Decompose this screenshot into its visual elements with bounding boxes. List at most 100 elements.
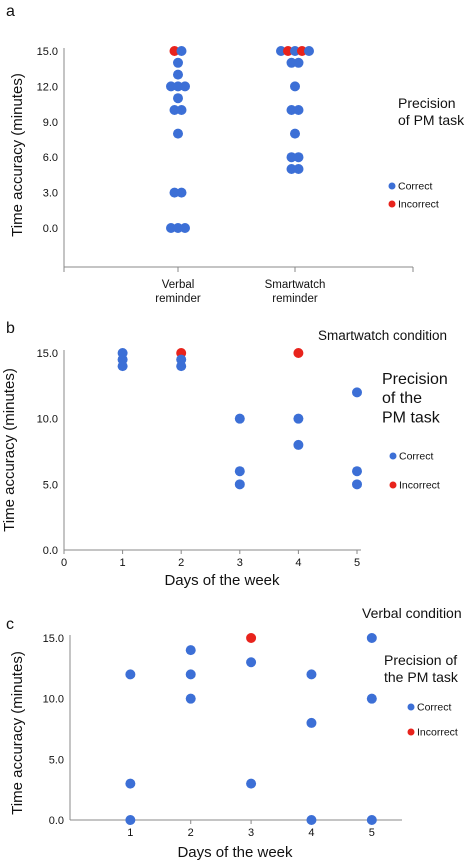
data-point xyxy=(234,413,245,424)
data-point xyxy=(166,223,176,233)
x-axis-label: Days of the week xyxy=(177,844,293,861)
data-point xyxy=(293,164,304,174)
x-tick-label: 3 xyxy=(237,557,243,569)
data-point xyxy=(297,46,307,56)
x-tick-label: 4 xyxy=(295,557,301,569)
legend-marker xyxy=(389,481,397,489)
data-point xyxy=(290,128,300,139)
data-point xyxy=(173,57,183,68)
y-axis-label: Time accuracy (minutes) xyxy=(9,651,26,815)
data-point xyxy=(125,778,136,789)
y-tick-label: 15.0 xyxy=(43,633,64,645)
data-point xyxy=(176,187,187,198)
data-point xyxy=(176,105,187,115)
data-point xyxy=(185,693,196,704)
data-point xyxy=(276,46,286,56)
y-tick-label: 0.0 xyxy=(49,815,64,827)
data-point xyxy=(173,128,183,139)
y-tick-label: 0.0 xyxy=(43,223,58,235)
legend-marker xyxy=(388,200,396,208)
data-point xyxy=(293,413,304,424)
legend-marker xyxy=(389,452,397,460)
y-tick-label: 0.0 xyxy=(43,545,58,557)
data-point xyxy=(366,633,377,643)
data-point xyxy=(169,187,180,198)
data-point xyxy=(246,657,257,668)
legend-label: Incorrect xyxy=(399,480,440,492)
y-tick-label: 15.0 xyxy=(37,348,58,360)
data-point xyxy=(173,223,183,233)
x-tick-label: 5 xyxy=(354,557,360,569)
legend-title: Precision of the PM task xyxy=(384,652,459,685)
x-tick-label: 2 xyxy=(178,557,184,569)
data-point xyxy=(286,164,297,174)
data-point xyxy=(173,93,183,104)
data-point xyxy=(169,105,180,115)
data-point xyxy=(246,778,257,789)
legend-title: Precision of PM task xyxy=(398,95,465,128)
y-axis-label: Time accuracy (minutes) xyxy=(1,368,18,532)
data-point xyxy=(290,46,300,56)
data-point xyxy=(366,815,377,825)
legend-label: Correct xyxy=(398,181,433,193)
data-point xyxy=(234,466,245,477)
x-tick-label: 0 xyxy=(61,557,67,569)
legend-title: Precision of the PM task xyxy=(382,371,448,426)
data-point xyxy=(286,105,297,115)
x-tick-label: 1 xyxy=(120,557,126,569)
panel-label: c xyxy=(6,616,14,633)
data-point xyxy=(173,69,183,80)
data-point xyxy=(293,105,304,115)
legend-label: Incorrect xyxy=(417,727,458,739)
data-point xyxy=(166,81,176,92)
data-point xyxy=(117,361,128,372)
data-point xyxy=(293,152,304,163)
data-point xyxy=(286,57,297,68)
data-point xyxy=(352,466,362,477)
y-tick-label: 15.0 xyxy=(37,46,58,58)
x-tick-label: 4 xyxy=(308,827,314,839)
data-point xyxy=(304,46,314,56)
legend-label: Correct xyxy=(417,702,452,714)
data-point xyxy=(185,669,196,680)
data-point xyxy=(185,645,196,656)
data-point xyxy=(286,152,297,163)
x-tick-label: 1 xyxy=(127,827,133,839)
data-point xyxy=(306,669,317,680)
data-point xyxy=(173,81,183,92)
x-tick-label: 3 xyxy=(248,827,254,839)
data-point xyxy=(290,81,300,92)
x-tick-label: 5 xyxy=(369,827,375,839)
data-point xyxy=(366,693,377,704)
legend-label: Incorrect xyxy=(398,199,439,211)
y-axis-label: Time accuracy (minutes) xyxy=(9,73,26,237)
y-tick-label: 5.0 xyxy=(43,479,58,491)
x-axis-label: Days of the week xyxy=(164,572,280,589)
data-point xyxy=(176,361,187,372)
legend-marker xyxy=(407,703,415,711)
category-label: Smartwatch reminder xyxy=(265,279,326,305)
data-point xyxy=(125,815,136,825)
x-tick-label: 2 xyxy=(188,827,194,839)
data-point xyxy=(234,479,245,490)
data-point xyxy=(352,387,362,398)
y-tick-label: 10.0 xyxy=(43,694,64,706)
legend-marker xyxy=(407,728,415,736)
data-point xyxy=(306,815,317,825)
data-point xyxy=(352,479,362,490)
data-point xyxy=(180,223,190,233)
data-point xyxy=(176,46,187,56)
y-tick-label: 9.0 xyxy=(43,117,58,129)
y-tick-label: 5.0 xyxy=(49,754,64,766)
panel-label: a xyxy=(6,3,15,20)
data-point xyxy=(293,348,304,358)
data-point xyxy=(293,57,304,68)
data-point xyxy=(169,46,180,56)
category-label: Verbal reminder xyxy=(155,279,201,305)
data-point xyxy=(180,81,190,92)
chart-title: Smartwatch condition xyxy=(318,328,447,343)
data-point xyxy=(246,633,257,643)
data-point xyxy=(306,717,317,728)
data-point xyxy=(283,46,293,56)
